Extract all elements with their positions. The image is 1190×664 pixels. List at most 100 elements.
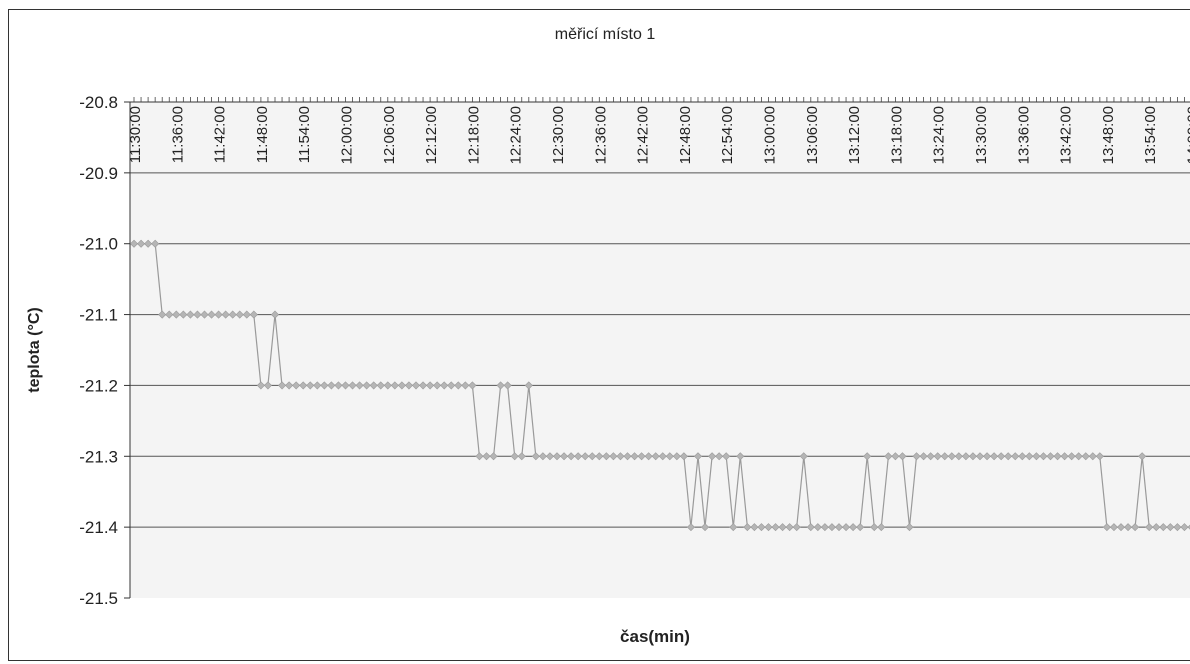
data-point	[207, 310, 216, 319]
data-point	[940, 452, 949, 461]
data-point	[538, 452, 547, 461]
data-point	[1081, 452, 1090, 461]
data-point	[1109, 523, 1118, 532]
data-point	[419, 381, 428, 390]
x-tick-label: 11:30:00	[127, 106, 144, 163]
x-tick-label: 13:24:00	[931, 106, 948, 164]
y-tick-label: -21.1	[79, 306, 118, 325]
data-point	[531, 452, 540, 461]
data-point	[214, 310, 223, 319]
y-tick-label: -21.0	[79, 235, 118, 254]
data-point	[736, 452, 745, 461]
data-point	[270, 310, 280, 319]
data-point	[792, 523, 801, 532]
data-point	[327, 381, 336, 390]
data-point	[588, 452, 597, 461]
data-point	[884, 452, 893, 461]
data-point	[1124, 523, 1133, 532]
data-point	[1025, 452, 1034, 461]
data-point	[1173, 523, 1182, 532]
x-tick-label: 12:54:00	[719, 106, 736, 164]
data-point	[510, 452, 519, 461]
data-point	[172, 310, 181, 319]
y-tick-label: -21.2	[79, 376, 118, 395]
data-point	[686, 523, 695, 532]
x-tick-label: 11:42:00	[212, 106, 229, 163]
data-point	[376, 381, 385, 390]
x-tick-label: 11:54:00	[296, 106, 313, 163]
data-point	[1018, 452, 1027, 461]
data-point	[383, 381, 392, 390]
data-point	[870, 523, 879, 532]
data-point	[186, 310, 195, 319]
data-point	[595, 452, 604, 461]
data-point	[552, 452, 562, 461]
x-tick-label: 12:24:00	[508, 106, 525, 164]
data-point	[856, 523, 865, 532]
data-point	[863, 452, 872, 461]
data-point	[574, 452, 583, 461]
data-point	[200, 310, 209, 319]
x-tick-label: 13:06:00	[804, 106, 821, 164]
data-point	[722, 452, 731, 461]
data-point	[1060, 452, 1069, 461]
data-point	[489, 452, 498, 461]
x-tick-label: 13:30:00	[973, 106, 990, 164]
data-point	[954, 452, 963, 461]
data-point	[278, 381, 287, 390]
data-point	[496, 381, 505, 390]
x-tick-label: 13:42:00	[1058, 106, 1075, 164]
data-point	[1004, 452, 1013, 461]
data-point	[609, 452, 618, 461]
data-point	[799, 452, 808, 461]
data-point	[849, 523, 858, 532]
data-point	[905, 523, 914, 532]
data-point	[454, 381, 463, 390]
data-point	[820, 523, 829, 532]
data-point	[644, 452, 653, 461]
data-point	[806, 523, 815, 532]
data-point	[341, 381, 350, 390]
data-point	[842, 523, 851, 532]
data-point	[1088, 452, 1097, 461]
x-tick-label: 12:18:00	[465, 106, 482, 164]
data-point	[369, 381, 378, 390]
y-tick-label: -20.9	[79, 164, 118, 183]
data-point	[1011, 452, 1020, 461]
data-point	[256, 381, 265, 390]
data-point	[426, 381, 435, 390]
data-point	[235, 310, 244, 319]
data-point	[658, 452, 667, 461]
data-point	[1074, 452, 1083, 461]
data-point	[990, 452, 999, 461]
data-point	[228, 310, 237, 319]
x-tick-label: 12:36:00	[592, 106, 609, 164]
data-point	[919, 452, 928, 461]
x-tick-label: 13:18:00	[888, 106, 905, 164]
data-point	[137, 239, 146, 248]
x-tick-label: 14:00:00	[1185, 106, 1190, 164]
data-point	[1159, 523, 1168, 532]
data-point	[193, 310, 202, 319]
y-tick-label: -20.8	[79, 93, 118, 112]
x-tick-label: 12:30:00	[550, 106, 567, 164]
data-point	[320, 381, 329, 390]
data-point	[179, 310, 188, 319]
data-point	[397, 381, 406, 390]
data-point	[785, 523, 794, 532]
data-point	[524, 381, 533, 390]
x-tick-label: 12:48:00	[677, 106, 694, 164]
data-point	[299, 381, 308, 390]
x-tick-label: 13:00:00	[762, 106, 779, 164]
data-point	[404, 381, 413, 390]
data-point	[764, 523, 773, 532]
data-point	[1166, 523, 1175, 532]
data-point	[1032, 452, 1041, 461]
data-point	[348, 381, 357, 390]
data-point	[834, 523, 844, 532]
data-point	[679, 452, 688, 461]
data-point	[997, 452, 1006, 461]
data-point	[1095, 452, 1104, 461]
x-tick-label: 12:12:00	[423, 106, 440, 164]
